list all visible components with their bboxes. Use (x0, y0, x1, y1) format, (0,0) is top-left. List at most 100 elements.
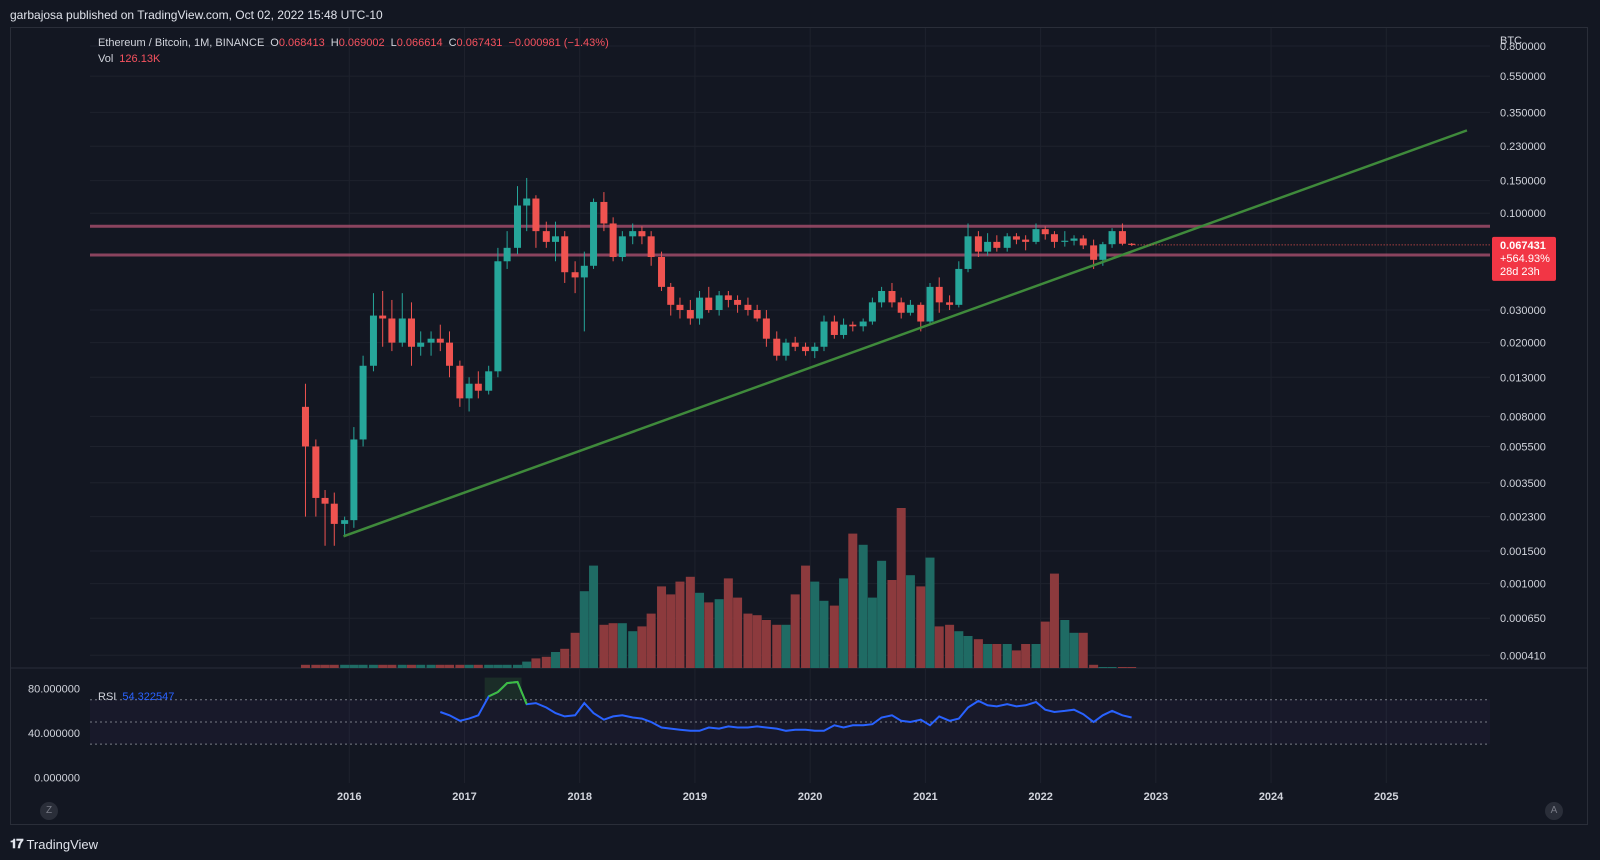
time-tick-label: 2023 (1144, 791, 1168, 803)
candle-body (1070, 238, 1078, 241)
volume-bar (723, 578, 733, 668)
rsi-tick-label: 80.000000 (28, 684, 80, 696)
volume-bar (646, 613, 656, 668)
time-tick-label: 2018 (567, 791, 591, 803)
candle-body (935, 286, 943, 303)
candle-body (330, 503, 338, 524)
volume-bar (934, 626, 944, 668)
candle-body (532, 198, 540, 232)
candle-body (878, 291, 886, 303)
tradingview-logo-icon: 𝟏𝟕 (10, 836, 24, 851)
candle-body (398, 318, 406, 343)
volume-bar (599, 624, 609, 668)
volume-bar (1011, 650, 1021, 668)
volume-bar (1117, 667, 1127, 668)
volume-bar (925, 557, 935, 668)
candle-body (955, 268, 963, 305)
candle-body (388, 318, 396, 343)
volume-bar (473, 664, 483, 668)
candle-body (658, 256, 666, 287)
volume-bar (819, 600, 829, 668)
volume-bar (772, 624, 782, 668)
volume-bar (541, 656, 551, 668)
candle-body (618, 236, 626, 257)
volume-bar (714, 599, 724, 668)
candle-body (868, 302, 876, 322)
a-button[interactable]: A (1545, 802, 1563, 820)
volume-bar (522, 661, 532, 668)
candle-body (417, 342, 425, 347)
price-tick-label: 0.030000 (1500, 305, 1546, 317)
volume-bar (992, 644, 1002, 668)
tradingview-brand[interactable]: 𝟏𝟕 TradingView (10, 836, 98, 852)
volume-bar (320, 664, 330, 668)
rsi-label[interactable]: RSI (98, 691, 117, 703)
candle-body (696, 297, 704, 319)
price-tick-label: 0.002300 (1500, 512, 1546, 524)
volume-bar (695, 592, 705, 668)
price-tick-label: 0.150000 (1500, 176, 1546, 188)
candle-body (542, 231, 550, 242)
candle-body (840, 324, 848, 335)
price-tick-label: 0.000410 (1500, 650, 1546, 662)
volume-bar (1060, 620, 1070, 668)
candle-body (503, 247, 511, 262)
trendline (343, 129, 1468, 538)
candle-body (802, 346, 810, 352)
volume-bar (1002, 644, 1012, 668)
time-tick-label: 2022 (1028, 791, 1052, 803)
volume-bar (617, 623, 627, 668)
time-tick-label: 2019 (683, 791, 707, 803)
volume-bar (560, 648, 570, 668)
candle-body (926, 286, 934, 322)
volume-bar (579, 591, 589, 668)
volume-bar (905, 575, 915, 668)
volume-bar (426, 664, 436, 668)
high-value: 0.069002 (338, 37, 385, 49)
candle-body (552, 236, 560, 242)
candle-body (724, 295, 732, 300)
time-tick-label: 2016 (337, 791, 361, 803)
volume-bar (675, 581, 685, 668)
price-tick-label: 0.020000 (1500, 338, 1546, 350)
candle-body (906, 304, 914, 313)
top-bar: garbajosa published on TradingView.com, … (0, 0, 1600, 28)
time-axis: 2016 2017 2018 2019 2020 2021 2022 2023 2024 2025 (337, 791, 1399, 803)
price-tick-label: 0.001000 (1500, 579, 1546, 591)
rsi-pane: 80.000000 40.000000 0.000000 (28, 677, 1490, 784)
volume-bar (416, 664, 426, 668)
candle-body (993, 241, 1001, 248)
volume-bar (810, 581, 820, 668)
rsi-value: 54.322547 (122, 691, 175, 703)
brand-name: TradingView (26, 836, 99, 852)
price-tick-label: 0.230000 (1500, 141, 1546, 153)
candle-body (773, 338, 781, 356)
z-button[interactable]: Z (40, 802, 58, 820)
volume-bar (637, 626, 647, 668)
last-price-badge (1492, 236, 1556, 281)
candle-body (301, 406, 309, 447)
volume-bar (484, 664, 494, 668)
candle-body (1012, 236, 1020, 240)
volume-bar (867, 597, 877, 668)
volume-bar (801, 565, 811, 668)
candle-body (494, 261, 502, 372)
candle-body (369, 315, 377, 366)
volume-bar (340, 664, 350, 668)
volume-bar (761, 620, 771, 668)
volume-bar (329, 664, 339, 668)
volume-bar (916, 586, 926, 668)
volume-bar (781, 624, 791, 668)
price-tick-label: 0.001500 (1500, 546, 1546, 558)
resistance-levels (90, 224, 1490, 257)
volume-bar (666, 594, 676, 668)
volume-bar (983, 644, 993, 668)
volume-label[interactable]: Vol (98, 53, 114, 65)
candle-body (379, 315, 387, 319)
rsi-legend: RSI 54.322547 (98, 691, 174, 703)
last-price-countdown: 28d 23h (1500, 266, 1540, 278)
volume-bar (1098, 667, 1108, 668)
symbol-name[interactable]: Ethereum / Bitcoin, 1M, BINANCE (98, 37, 265, 49)
